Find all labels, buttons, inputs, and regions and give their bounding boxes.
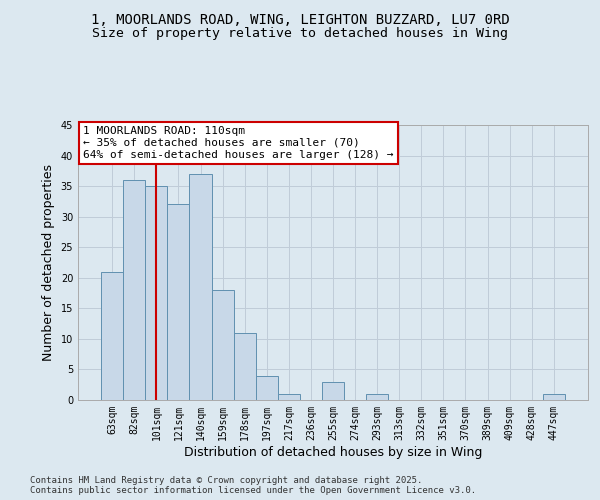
Bar <box>101 272 123 400</box>
Bar <box>322 382 344 400</box>
Bar <box>278 394 300 400</box>
Bar <box>543 394 565 400</box>
Bar <box>212 290 233 400</box>
Bar <box>190 174 212 400</box>
X-axis label: Distribution of detached houses by size in Wing: Distribution of detached houses by size … <box>184 446 482 458</box>
Y-axis label: Number of detached properties: Number of detached properties <box>42 164 55 361</box>
Bar <box>366 394 388 400</box>
Bar <box>145 186 167 400</box>
Bar <box>123 180 145 400</box>
Text: 1 MOORLANDS ROAD: 110sqm
← 35% of detached houses are smaller (70)
64% of semi-d: 1 MOORLANDS ROAD: 110sqm ← 35% of detach… <box>83 126 394 160</box>
Text: Size of property relative to detached houses in Wing: Size of property relative to detached ho… <box>92 28 508 40</box>
Bar <box>256 376 278 400</box>
Text: 1, MOORLANDS ROAD, WING, LEIGHTON BUZZARD, LU7 0RD: 1, MOORLANDS ROAD, WING, LEIGHTON BUZZAR… <box>91 12 509 26</box>
Bar <box>233 333 256 400</box>
Text: Contains HM Land Registry data © Crown copyright and database right 2025.
Contai: Contains HM Land Registry data © Crown c… <box>30 476 476 495</box>
Bar <box>167 204 190 400</box>
